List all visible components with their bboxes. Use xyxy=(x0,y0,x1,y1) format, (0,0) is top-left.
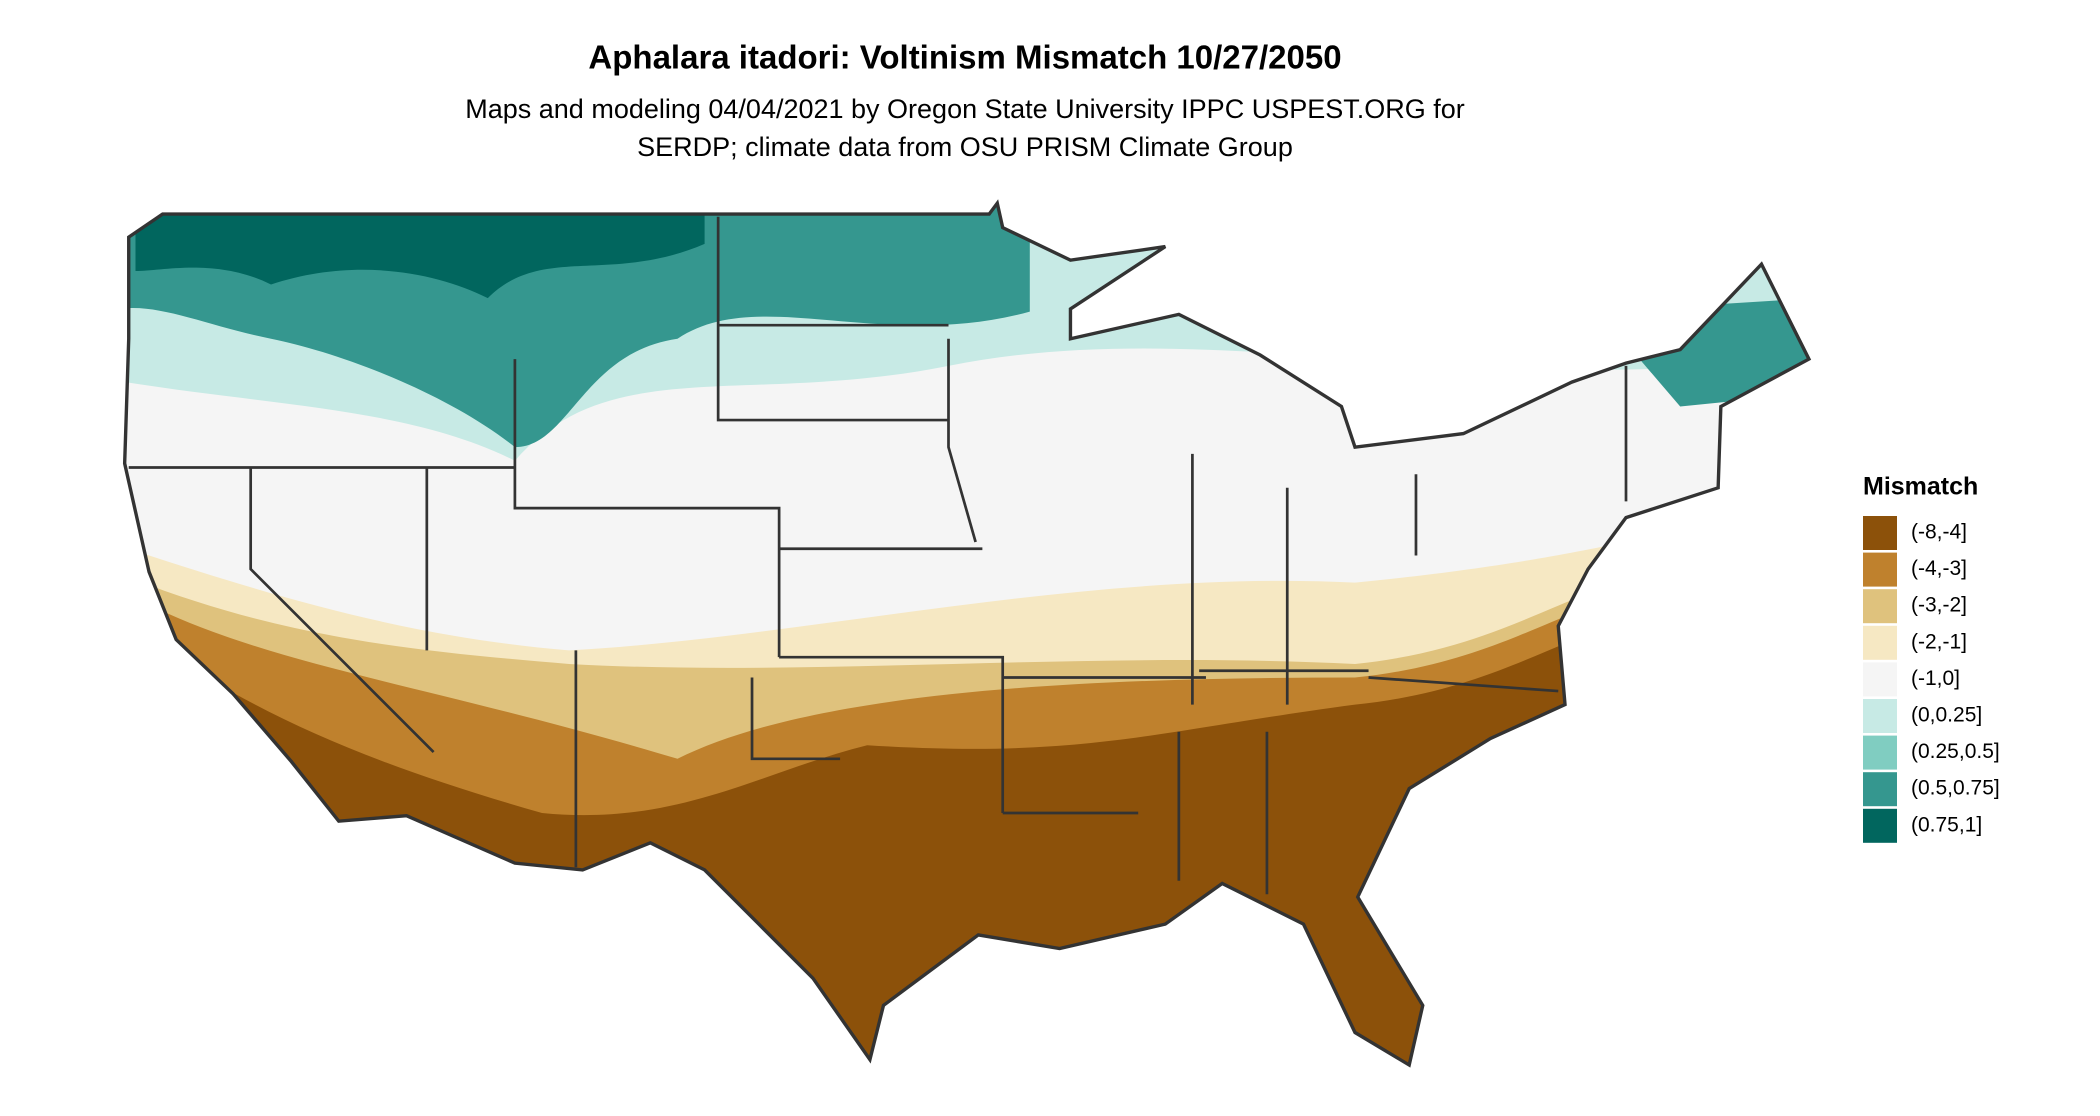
legend-swatch xyxy=(1863,552,1897,587)
legend-swatch xyxy=(1863,516,1897,550)
legend-swatch xyxy=(1863,589,1897,624)
title: Aphalara itadori: Voltinism Mismatch 10/… xyxy=(588,39,1341,76)
legend-swatch xyxy=(1863,662,1897,697)
legend-swatch xyxy=(1863,735,1897,770)
legend-swatch xyxy=(1863,699,1897,733)
subtitle: SERDP; climate data from OSU PRISM Clima… xyxy=(637,132,1293,162)
legend-title: Mismatch xyxy=(1863,473,1978,501)
legend-label: (-1,0] xyxy=(1911,667,1960,690)
legend-label: (-8,-4] xyxy=(1911,521,1967,544)
legend-swatch xyxy=(1863,772,1897,807)
subtitle: Maps and modeling 04/04/2021 by Oregon S… xyxy=(465,94,1465,124)
legend-swatch xyxy=(1863,625,1897,660)
legend-label: (0,0.25] xyxy=(1911,704,1982,727)
legend-label: (-4,-3] xyxy=(1911,557,1967,580)
legend-swatch xyxy=(1863,808,1897,843)
state-borders xyxy=(128,216,1628,895)
legend-label: (0.25,0.5] xyxy=(1911,740,2000,763)
region-fill xyxy=(135,203,705,299)
legend-label: (0.5,0.75] xyxy=(1911,777,2000,800)
legend-label: (-2,-1] xyxy=(1911,630,1967,653)
legend-label: (-3,-2] xyxy=(1911,594,1967,617)
legend-label: (0.75,1] xyxy=(1911,813,1982,836)
legend: (-8,-4] (-4,-3] (-3,-2] (-2,-1] (-1,0] (0,0.2… xyxy=(1863,516,2000,843)
map xyxy=(122,201,1811,1067)
